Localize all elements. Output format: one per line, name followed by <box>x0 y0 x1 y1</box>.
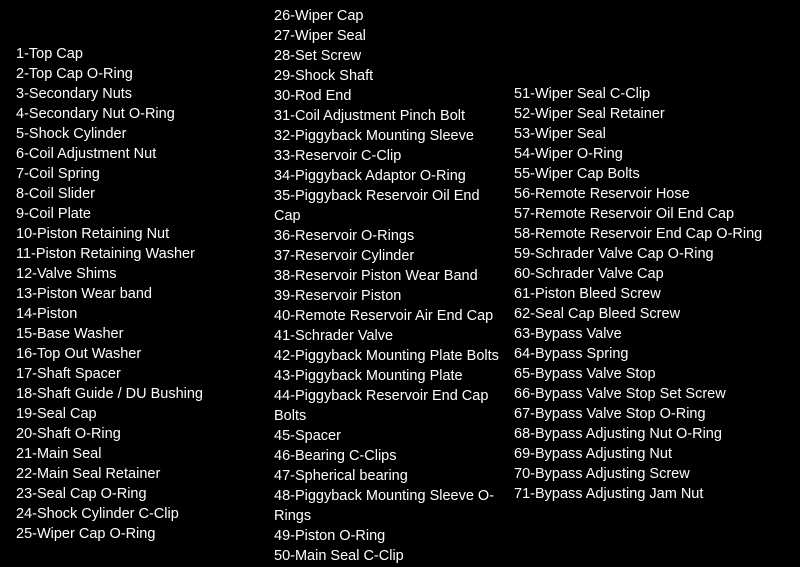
parts-list-item: 64-Bypass Spring <box>514 344 784 364</box>
parts-list-item: 48-Piggyback Mounting Sleeve O-Rings <box>274 486 514 526</box>
parts-list-item: 39-Reservoir Piston <box>274 286 514 306</box>
parts-column-1: 1-Top Cap2-Top Cap O-Ring3-Secondary Nut… <box>16 6 274 567</box>
parts-list-item: 13-Piston Wear band <box>16 284 274 304</box>
parts-list-item: 54-Wiper O-Ring <box>514 144 784 164</box>
parts-list-item: 25-Wiper Cap O-Ring <box>16 524 274 544</box>
parts-list-item: 11-Piston Retaining Washer <box>16 244 274 264</box>
parts-list-item: 38-Reservoir Piston Wear Band <box>274 266 514 286</box>
parts-list-item: 55-Wiper Cap Bolts <box>514 164 784 184</box>
parts-list-item: 59-Schrader Valve Cap O-Ring <box>514 244 784 264</box>
parts-list-item: 15-Base Washer <box>16 324 274 344</box>
parts-list-item: 40-Remote Reservoir Air End Cap <box>274 306 514 326</box>
parts-list-item: 24-Shock Cylinder C-Clip <box>16 504 274 524</box>
parts-list-item: 8-Coil Slider <box>16 184 274 204</box>
parts-list-item: 7-Coil Spring <box>16 164 274 184</box>
parts-list-item: 22-Main Seal Retainer <box>16 464 274 484</box>
parts-list-item: 26-Wiper Cap <box>274 6 514 26</box>
parts-column-3: 51-Wiper Seal C-Clip52-Wiper Seal Retain… <box>514 6 784 567</box>
parts-list-item: 46-Bearing C-Clips <box>274 446 514 466</box>
parts-list-item: 20-Shaft O-Ring <box>16 424 274 444</box>
parts-list-item: 51-Wiper Seal C-Clip <box>514 84 784 104</box>
parts-list-item: 47-Spherical bearing <box>274 466 514 486</box>
parts-list-item: 28-Set Screw <box>274 46 514 66</box>
parts-list-item: 6-Coil Adjustment Nut <box>16 144 274 164</box>
parts-list-item: 44-Piggyback Reservoir End Cap Bolts <box>274 386 514 426</box>
parts-list-item: 50-Main Seal C-Clip <box>274 546 514 566</box>
parts-list-item: 31-Coil Adjustment Pinch Bolt <box>274 106 514 126</box>
parts-list-item: 60-Schrader Valve Cap <box>514 264 784 284</box>
parts-list-item: 33-Reservoir C-Clip <box>274 146 514 166</box>
parts-list-item: 70-Bypass Adjusting Screw <box>514 464 784 484</box>
parts-list-item: 36-Reservoir O-Rings <box>274 226 514 246</box>
parts-list-item: 42-Piggyback Mounting Plate Bolts <box>274 346 514 366</box>
parts-list-item: 4-Secondary Nut O-Ring <box>16 104 274 124</box>
parts-list-item: 37-Reservoir Cylinder <box>274 246 514 266</box>
parts-list-item: 21-Main Seal <box>16 444 274 464</box>
parts-list-container: 1-Top Cap2-Top Cap O-Ring3-Secondary Nut… <box>0 0 800 567</box>
parts-list-item: 56-Remote Reservoir Hose <box>514 184 784 204</box>
parts-list-item: 53-Wiper Seal <box>514 124 784 144</box>
parts-list-item: 32-Piggyback Mounting Sleeve <box>274 126 514 146</box>
parts-list-item: 45-Spacer <box>274 426 514 446</box>
parts-list-item: 61-Piston Bleed Screw <box>514 284 784 304</box>
parts-list-item: 9-Coil Plate <box>16 204 274 224</box>
parts-list-item: 14-Piston <box>16 304 274 324</box>
parts-list-item: 3-Secondary Nuts <box>16 84 274 104</box>
parts-list-item: 1-Top Cap <box>16 44 274 64</box>
parts-list-item: 57-Remote Reservoir Oil End Cap <box>514 204 784 224</box>
parts-list-item: 17-Shaft Spacer <box>16 364 274 384</box>
parts-list-item: 2-Top Cap O-Ring <box>16 64 274 84</box>
parts-list-item: 65-Bypass Valve Stop <box>514 364 784 384</box>
parts-list-item: 69-Bypass Adjusting Nut <box>514 444 784 464</box>
parts-list-item: 43-Piggyback Mounting Plate <box>274 366 514 386</box>
parts-list-item: 34-Piggyback Adaptor O-Ring <box>274 166 514 186</box>
parts-list-item: 52-Wiper Seal Retainer <box>514 104 784 124</box>
parts-list-item: 63-Bypass Valve <box>514 324 784 344</box>
parts-list-item: 35-Piggyback Reservoir Oil End Cap <box>274 186 514 226</box>
parts-list-item: 27-Wiper Seal <box>274 26 514 46</box>
parts-column-2: 26-Wiper Cap27-Wiper Seal28-Set Screw29-… <box>274 6 514 567</box>
parts-list-item: 58-Remote Reservoir End Cap O-Ring <box>514 224 784 244</box>
parts-list-item: 12-Valve Shims <box>16 264 274 284</box>
parts-list-item: 71-Bypass Adjusting Jam Nut <box>514 484 784 504</box>
parts-list-item: 23-Seal Cap O-Ring <box>16 484 274 504</box>
parts-list-item: 62-Seal Cap Bleed Screw <box>514 304 784 324</box>
parts-list-item: 67-Bypass Valve Stop O-Ring <box>514 404 784 424</box>
parts-list-item: 49-Piston O-Ring <box>274 526 514 546</box>
parts-list-item: 5-Shock Cylinder <box>16 124 274 144</box>
parts-list-item: 18-Shaft Guide / DU Bushing <box>16 384 274 404</box>
parts-list-item: 41-Schrader Valve <box>274 326 514 346</box>
parts-list-item: 10-Piston Retaining Nut <box>16 224 274 244</box>
parts-list-item: 68-Bypass Adjusting Nut O-Ring <box>514 424 784 444</box>
parts-list-item: 16-Top Out Washer <box>16 344 274 364</box>
parts-list-item: 29-Shock Shaft <box>274 66 514 86</box>
parts-list-item: 19-Seal Cap <box>16 404 274 424</box>
parts-list-item: 66-Bypass Valve Stop Set Screw <box>514 384 784 404</box>
parts-list-item: 30-Rod End <box>274 86 514 106</box>
